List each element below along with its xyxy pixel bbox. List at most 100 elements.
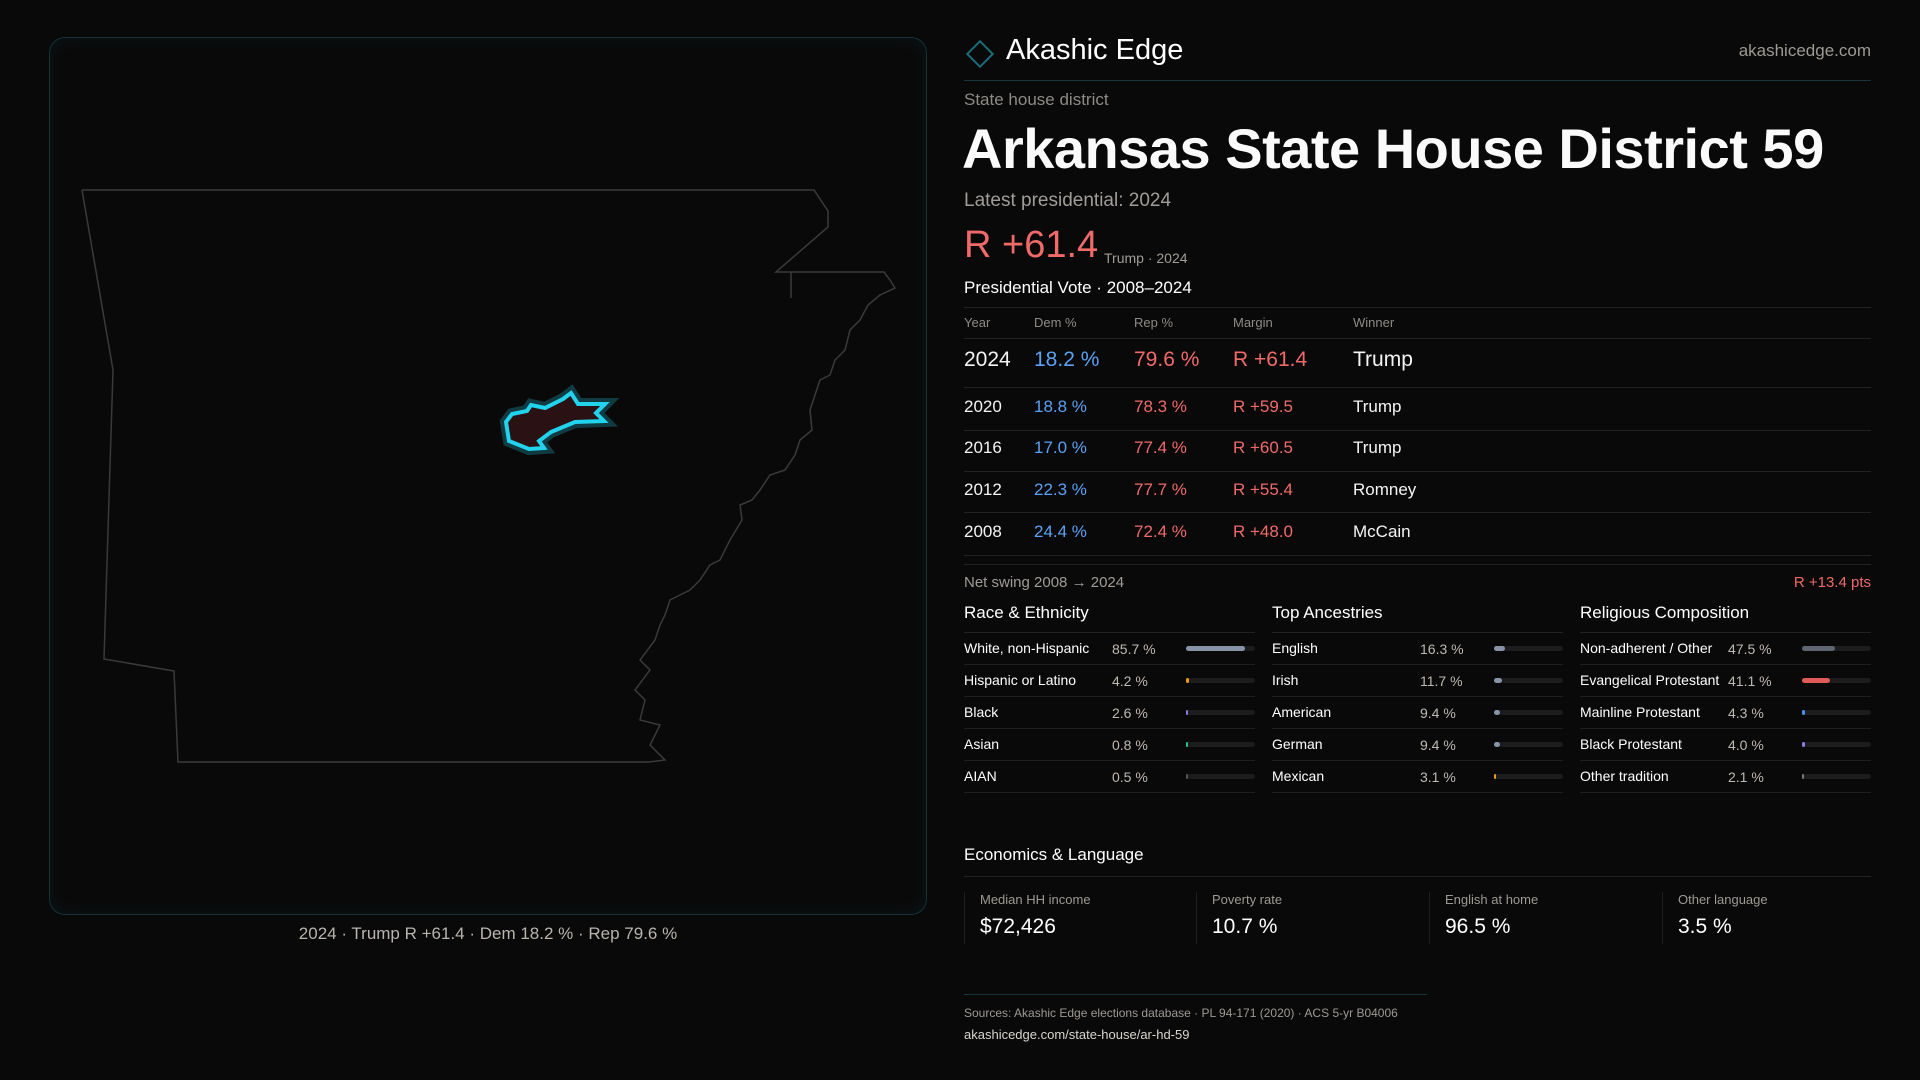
table-divider [964,430,1871,431]
card-label: Other language [1678,892,1768,907]
stat-bar-fill [1186,646,1246,651]
map-caption: 2024 · Trump R +61.4 · Dem 18.2 % · Rep … [298,924,678,943]
card-value: 10.7 % [1212,915,1278,938]
stat-row: English 16.3 % [1272,633,1563,665]
source-url[interactable]: akashicedge.com/state-house/ar-hd-59 [964,1027,1190,1042]
stat-bar-fill [1494,742,1501,747]
table-cell: 2012 [964,480,1002,499]
table-cell: R +61.4 [1233,348,1308,371]
table-cell: 78.3 % [1134,397,1187,416]
column-header: Winner [1353,315,1395,330]
table-cell: 79.6 % [1134,348,1200,371]
column-header: Year [964,315,991,330]
section-title: Religious Composition [1580,603,1871,633]
stat-bar-track [1494,774,1563,779]
vote-table-title: Presidential Vote · 2008–2024 [964,278,1192,297]
stat-label: American [1272,704,1332,720]
economics-card: English at home 96.5 % [1429,892,1661,944]
table-divider [964,512,1871,513]
stat-value: 9.4 % [1420,704,1456,721]
table-divider [964,387,1871,388]
stat-bar-fill [1494,710,1501,715]
stat-row: Mexican 3.1 % [1272,761,1563,793]
economics-title: Economics & Language [964,845,1144,864]
stat-row: Black 2.6 % [964,697,1255,729]
stat-bar-track [1186,742,1255,747]
swing-label: Net swing 2008 → 2024 [964,574,1125,591]
table-divider [964,564,1871,565]
card-value: $72,426 [980,915,1056,938]
stat-bar-fill [1494,678,1503,683]
stat-label: Hispanic or Latino [964,672,1077,688]
stat-bar-track [1494,710,1563,715]
section-1: Top Ancestries English 16.3 % Irish 11.7 % Am… [1272,603,1563,793]
stat-label: Black Protestant [1580,736,1682,752]
stat-bar-track [1802,646,1871,651]
stat-bar-fill [1802,742,1805,747]
stat-value: 9.4 % [1420,736,1456,753]
brand-logo[interactable]: Akashic Edge [964,34,1184,68]
stat-value: 4.3 % [1728,704,1764,721]
table-cell: 2020 [964,397,1002,416]
swing-value: R +13.4 pts [1793,574,1871,591]
header-divider [964,80,1871,81]
stat-value: 4.0 % [1728,736,1764,753]
stat-bar-track [1494,742,1563,747]
table-cell: 17.0 % [1034,438,1087,457]
map-panel[interactable] [49,37,927,915]
stat-bar-track [1186,710,1255,715]
stat-bar-track [1186,678,1255,683]
column-header: Margin [1233,315,1273,330]
stat-label: Asian [964,736,1000,752]
stat-value: 85.7 % [1112,640,1156,657]
card-value: 3.5 % [1678,915,1732,938]
table-cell: 22.3 % [1034,480,1087,499]
stat-value: 41.1 % [1728,672,1772,689]
diamond-icon [965,39,995,68]
stat-bar-track [1802,742,1871,747]
card-label: Poverty rate [1212,892,1283,907]
stat-value: 2.6 % [1112,704,1148,721]
table-divider [964,555,1871,556]
stat-label: Non-adherent / Other [1580,640,1713,656]
stat-label: German [1272,736,1323,752]
stat-bar-track [1494,678,1563,683]
card-label: Median HH income [980,892,1091,907]
latest-label: Latest presidential: 2024 [964,190,1172,211]
stat-bar-track [1802,774,1871,779]
stat-row: Hispanic or Latino 4.2 % [964,665,1255,697]
site-link[interactable]: akashicedge.com [1738,41,1871,60]
stat-value: 0.8 % [1112,736,1148,753]
stat-row: Other tradition 2.1 % [1580,761,1871,793]
table-cell: 2016 [964,438,1002,457]
stat-bar-fill [1802,678,1831,683]
table-cell: Trump [1353,438,1402,457]
stat-row: AIAN 0.5 % [964,761,1255,793]
economics-card: Median HH income $72,426 [964,892,1196,944]
stat-bar-fill [1186,678,1189,683]
stat-row: Irish 11.7 % [1272,665,1563,697]
table-divider [964,471,1871,472]
table-cell: R +59.5 [1233,397,1294,416]
economics-card: Poverty rate 10.7 % [1196,892,1428,944]
section-2: Religious Composition Non-adherent / Othe… [1580,603,1871,793]
table-divider [964,338,1871,339]
footer-divider [964,994,1427,995]
stat-label: Mexican [1272,768,1325,784]
stat-label: Other tradition [1580,768,1669,784]
stat-label: Irish [1272,672,1299,688]
stat-value: 0.5 % [1112,768,1148,785]
economics-divider [964,876,1871,877]
stat-row: Asian 0.8 % [964,729,1255,761]
stat-row: Mainline Protestant 4.3 % [1580,697,1871,729]
table-cell: McCain [1353,522,1411,541]
table-cell: R +55.4 [1233,480,1294,499]
margin-value: R +61.4 [964,224,1099,266]
stat-bar-fill [1802,710,1805,715]
stat-bar-track [1186,774,1255,779]
table-divider [964,307,1871,308]
table-cell: Romney [1353,480,1417,499]
table-cell: Trump [1353,397,1402,416]
brand-name: Akashic Edge [1006,34,1184,66]
stat-bar-fill [1186,774,1188,779]
